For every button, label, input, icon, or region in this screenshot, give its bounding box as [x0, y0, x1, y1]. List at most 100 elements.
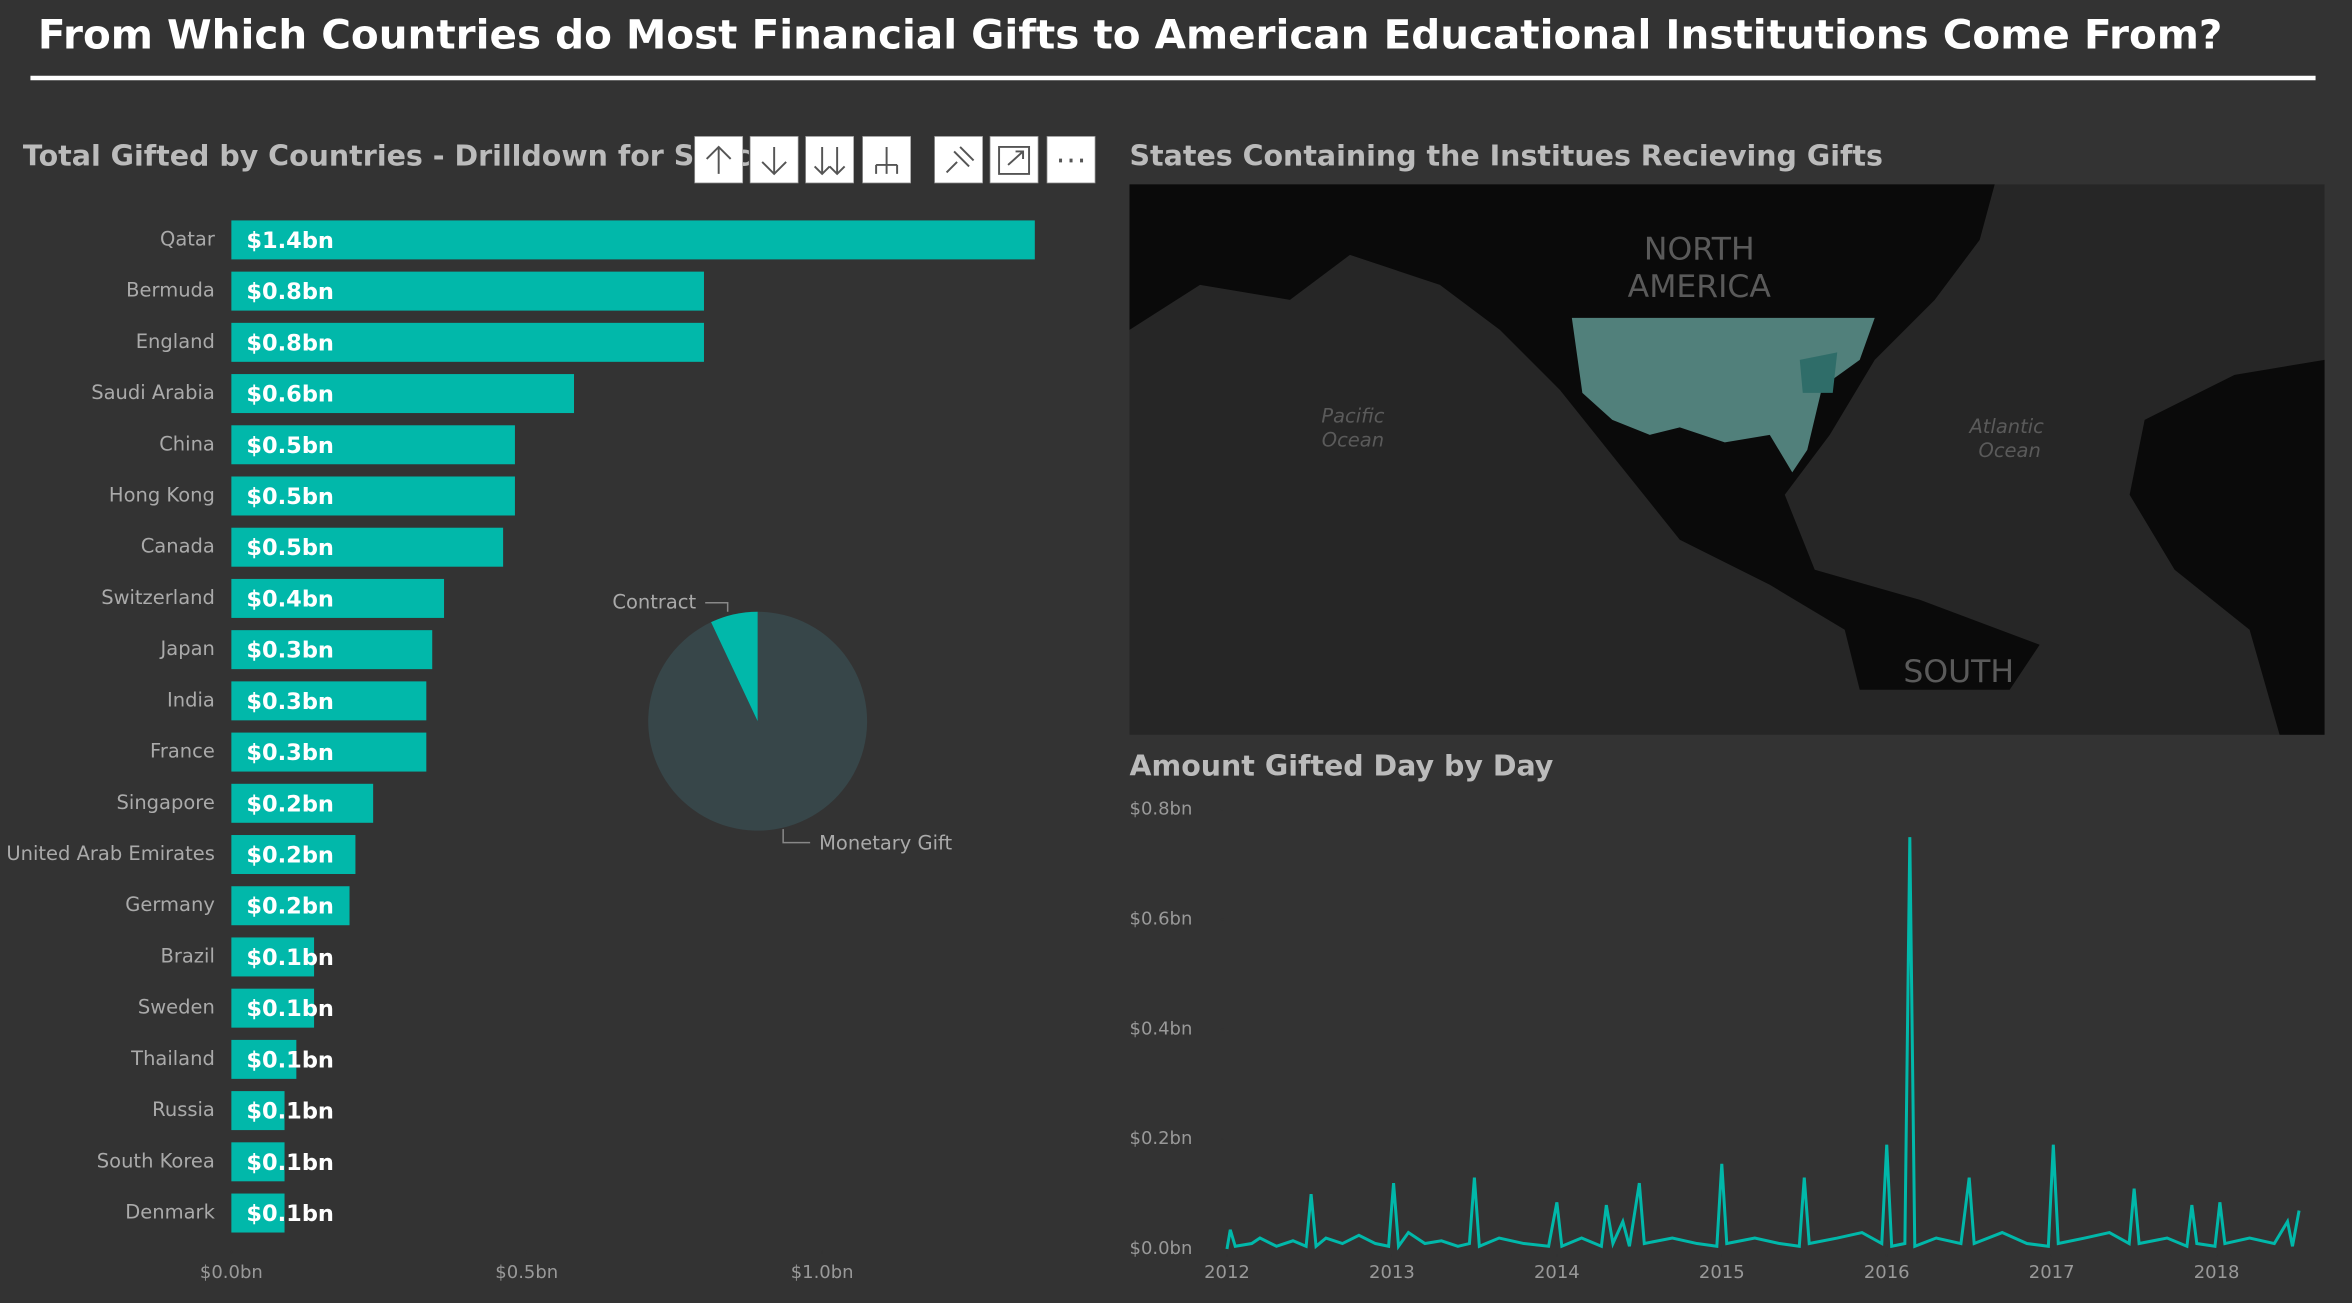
- x-tick-label: $0.0bn: [200, 1262, 263, 1283]
- map: [1129, 184, 2325, 735]
- data-label: $0.5bn: [246, 433, 334, 459]
- bar: [231, 681, 427, 721]
- map-label: AMERICA: [1628, 269, 1772, 305]
- bar: [231, 783, 374, 823]
- states: [1571, 317, 1875, 473]
- bar: [231, 425, 515, 465]
- state: [1799, 352, 1838, 393]
- category-label: India: [167, 688, 215, 711]
- category-label: Sweden: [138, 996, 215, 1019]
- map-label: Atlantic: [1967, 415, 2044, 438]
- expand-level-button[interactable]: [862, 136, 911, 184]
- y-tick-label: $0.4bn: [1130, 1018, 1193, 1039]
- leader-line: [705, 602, 729, 612]
- drill-up-button[interactable]: [694, 136, 744, 184]
- bar: [231, 988, 315, 1028]
- data-label: $0.3bn: [246, 689, 334, 715]
- category-label: Saudi Arabia: [91, 381, 215, 404]
- category-label: Qatar: [160, 227, 216, 250]
- land: [2129, 359, 2325, 735]
- x-tick-label: $1.0bn: [791, 1262, 854, 1283]
- data-label: $0.6bn: [246, 382, 334, 408]
- x-tick-label: 2013: [1369, 1262, 1415, 1283]
- category-label: Germany: [125, 893, 215, 916]
- data-label: $0.8bn: [246, 279, 334, 305]
- focus-button[interactable]: [989, 136, 1039, 184]
- data-label: $0.5bn: [246, 535, 334, 561]
- map-title: States Containing the Institues Recievin…: [1130, 139, 1883, 172]
- bar: [231, 578, 445, 618]
- pie-label: Monetary Gift: [819, 832, 952, 855]
- bar: [231, 732, 427, 772]
- leader-line: [782, 829, 811, 844]
- category-label: Brazil: [160, 944, 214, 967]
- line: [1225, 837, 2301, 1251]
- map-label: Ocean: [1979, 439, 2041, 462]
- bar: [231, 220, 1035, 260]
- category-label: France: [150, 740, 215, 763]
- more-options-button[interactable]: [1046, 136, 1096, 184]
- category-label: Bermuda: [126, 279, 215, 302]
- category-label: Denmark: [125, 1201, 215, 1224]
- bar: [231, 1193, 285, 1233]
- bar: [231, 1039, 297, 1079]
- data-label: $0.1bn: [246, 1047, 334, 1073]
- category-label: Thailand: [130, 1047, 215, 1070]
- data-label: $0.1bn: [246, 1150, 334, 1176]
- data-label: $0.2bn: [246, 791, 334, 817]
- x-tick-label: 2014: [1534, 1262, 1580, 1283]
- bar: [231, 937, 315, 977]
- visual-toolbar: [694, 136, 1096, 184]
- data-label: $0.3bn: [246, 740, 334, 766]
- bar: [231, 835, 356, 875]
- map-label: NORTH: [1644, 231, 1755, 267]
- land: [1129, 184, 2040, 690]
- bar: [231, 271, 704, 311]
- pin-button[interactable]: [934, 136, 983, 184]
- bar-title: Total Gifted by Countries - Drilldown fo…: [23, 139, 783, 172]
- bar: [231, 630, 433, 670]
- y-tick-label: $0.8bn: [1130, 799, 1193, 820]
- bar: [231, 886, 350, 926]
- map-label: Pacific: [1321, 404, 1384, 427]
- data-label: $1.4bn: [246, 228, 334, 254]
- map-label: SOUTH: [1903, 654, 2014, 690]
- category-label: Japan: [159, 637, 215, 660]
- data-label: $0.5bn: [246, 484, 334, 510]
- drill-down-button[interactable]: [749, 136, 799, 184]
- category-label: China: [159, 432, 215, 455]
- bar: [231, 374, 575, 414]
- category-label: Canada: [141, 535, 215, 558]
- data-label: $0.8bn: [246, 330, 334, 356]
- y-tick-label: $0.6bn: [1130, 909, 1193, 930]
- bar: [231, 322, 704, 362]
- x-tick-label: $0.5bn: [495, 1262, 558, 1283]
- data-label: $0.4bn: [246, 586, 334, 612]
- category-label: South Korea: [97, 1149, 215, 1172]
- map-label: Ocean: [1322, 428, 1384, 451]
- data-label: $0.3bn: [246, 638, 334, 664]
- pie-slice: [711, 611, 758, 722]
- bar: [231, 1142, 285, 1182]
- next-level-button[interactable]: [805, 136, 854, 184]
- line-title: Amount Gifted Day by Day: [1130, 750, 1554, 783]
- bar: [231, 476, 515, 516]
- category-label: United Arab Emirates: [6, 842, 215, 865]
- data-label: $0.1bn: [246, 1099, 334, 1125]
- category-label: England: [136, 330, 215, 353]
- x-tick-label: 2012: [1204, 1262, 1250, 1283]
- category-label: Switzerland: [101, 586, 215, 609]
- x-tick-label: 2018: [2194, 1262, 2240, 1283]
- data-label: $0.1bn: [246, 1201, 334, 1227]
- y-tick-label: $0.2bn: [1130, 1128, 1193, 1149]
- bar: [231, 1091, 285, 1131]
- x-tick-label: 2015: [1699, 1262, 1745, 1283]
- x-tick-label: 2016: [1864, 1262, 1910, 1283]
- category-label: Hong Kong: [109, 483, 215, 506]
- y-tick-label: $0.0bn: [1130, 1238, 1193, 1259]
- data-label: $0.1bn: [246, 945, 334, 971]
- category-label: Russia: [152, 1098, 215, 1121]
- page-title: From Which Countries do Most Financial G…: [38, 10, 2222, 58]
